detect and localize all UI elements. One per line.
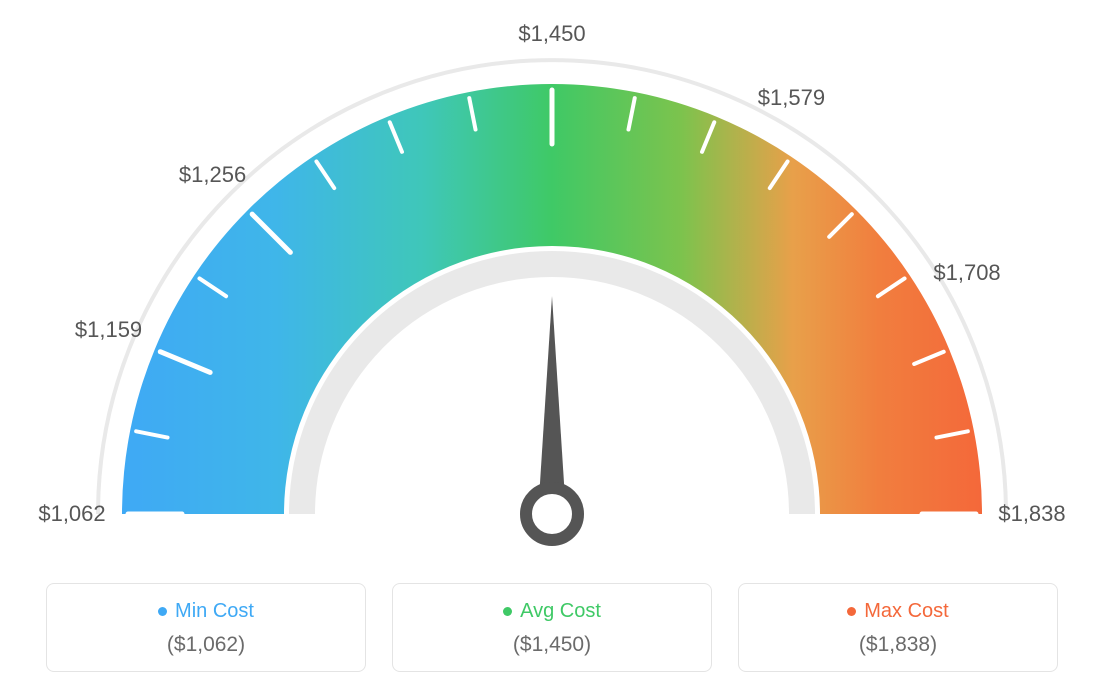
max-cost-title: Max Cost bbox=[847, 600, 948, 623]
gauge-tick-label: $1,838 bbox=[998, 501, 1065, 527]
gauge-chart: $1,062 $1,159 $1,256 $1,450 $1,579 $1,708 $1,8… bbox=[0, 0, 1104, 560]
max-cost-value: ($1,838) bbox=[749, 633, 1047, 657]
min-cost-card: Min Cost ($1,062) bbox=[46, 583, 366, 672]
avg-cost-value: ($1,450) bbox=[403, 633, 701, 657]
min-cost-title: Min Cost bbox=[158, 600, 254, 623]
avg-cost-title: Avg Cost bbox=[503, 600, 601, 623]
min-cost-dot bbox=[158, 607, 167, 616]
gauge-tick-label: $1,708 bbox=[933, 260, 1000, 286]
max-cost-dot bbox=[847, 607, 856, 616]
avg-cost-dot bbox=[503, 607, 512, 616]
gauge-tick-label: $1,579 bbox=[758, 85, 825, 111]
avg-cost-card: Avg Cost ($1,450) bbox=[392, 583, 712, 672]
gauge-tick-label: $1,450 bbox=[518, 21, 585, 47]
gauge-tick-label: $1,062 bbox=[38, 501, 105, 527]
avg-cost-title-text: Avg Cost bbox=[520, 600, 601, 623]
max-cost-card: Max Cost ($1,838) bbox=[738, 583, 1058, 672]
gauge-tick-label: $1,256 bbox=[179, 162, 246, 188]
min-cost-value: ($1,062) bbox=[57, 633, 355, 657]
max-cost-title-text: Max Cost bbox=[864, 600, 948, 623]
min-cost-title-text: Min Cost bbox=[175, 600, 254, 623]
gauge-tick-label: $1,159 bbox=[75, 317, 142, 343]
summary-cards: Min Cost ($1,062) Avg Cost ($1,450) Max … bbox=[0, 583, 1104, 672]
